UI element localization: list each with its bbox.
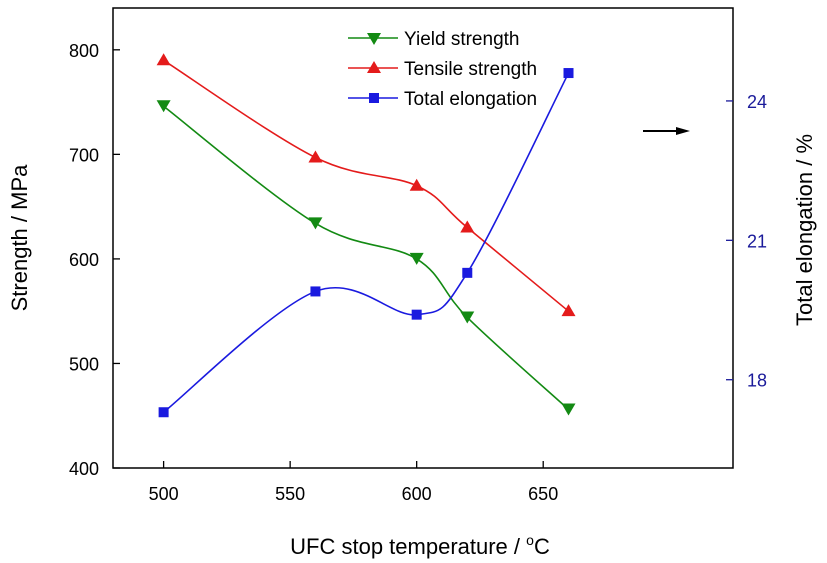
yield-point-500 — [156, 100, 171, 113]
elongation-point-600 — [411, 309, 422, 320]
y2-tick-label: 18 — [747, 371, 767, 391]
x-axis: 500 550 600 650 — [149, 461, 558, 504]
x-tick-label: 600 — [402, 484, 432, 504]
yield-point-600 — [409, 252, 424, 265]
y-axis-title: Strength / MPa — [7, 164, 32, 312]
x-axis-title: UFC stop temperature / oC — [290, 532, 550, 559]
x-tick-label: 500 — [149, 484, 179, 504]
y-tick-label: 800 — [69, 41, 99, 61]
y2-tick-label: 21 — [747, 231, 767, 251]
data-markers — [156, 53, 576, 418]
tensile-point-560 — [308, 150, 323, 163]
fit-curves — [163, 59, 570, 413]
legend-marker-elongation — [369, 93, 379, 103]
elongation-point-620 — [462, 267, 473, 278]
x-tick-label: 550 — [275, 484, 305, 504]
y-tick-label: 600 — [69, 250, 99, 270]
legend-label-elongation: Total elongation — [404, 89, 537, 110]
tensile-point-620 — [460, 220, 475, 233]
legend-item-elongation: Total elongation — [348, 89, 537, 110]
arrow-head — [676, 127, 690, 135]
y-axis-left: 400 500 600 700 800 — [69, 41, 120, 479]
yield-point-560 — [308, 217, 323, 230]
tensile-curve — [163, 59, 570, 312]
tensile-point-600 — [409, 178, 424, 191]
x-tick-label: 650 — [528, 484, 558, 504]
axis-pointer-arrow — [643, 127, 690, 135]
legend-label-yield: Yield strength — [404, 29, 519, 50]
legend: Yield strength Tensile strength Total el… — [348, 29, 537, 110]
plot-frame — [112, 7, 734, 469]
y-tick-label: 700 — [69, 145, 99, 165]
y2-tick-label: 24 — [747, 92, 767, 112]
elongation-point-660 — [563, 68, 574, 79]
legend-marker-yield — [367, 33, 381, 45]
legend-item-yield: Yield strength — [348, 29, 519, 50]
y-axis-right: 18 21 24 — [726, 92, 767, 391]
y2-axis-title: Total elongation / % — [792, 134, 817, 326]
yield-point-660 — [561, 403, 576, 416]
tensile-point-500 — [156, 53, 171, 66]
elongation-point-560 — [310, 286, 321, 297]
yield-point-620 — [460, 311, 475, 324]
legend-marker-tensile — [367, 61, 381, 73]
y-tick-label: 500 — [69, 354, 99, 374]
legend-item-tensile: Tensile strength — [348, 59, 537, 80]
elongation-point-500 — [158, 407, 169, 418]
tensile-point-660 — [561, 304, 576, 317]
yield-curve — [163, 105, 570, 411]
legend-label-tensile: Tensile strength — [404, 59, 537, 80]
y-tick-label: 400 — [69, 459, 99, 479]
